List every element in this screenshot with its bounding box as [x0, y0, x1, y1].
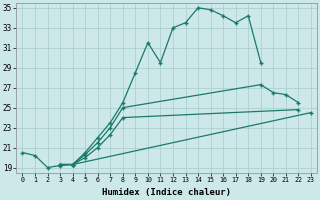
X-axis label: Humidex (Indice chaleur): Humidex (Indice chaleur)	[102, 188, 231, 197]
